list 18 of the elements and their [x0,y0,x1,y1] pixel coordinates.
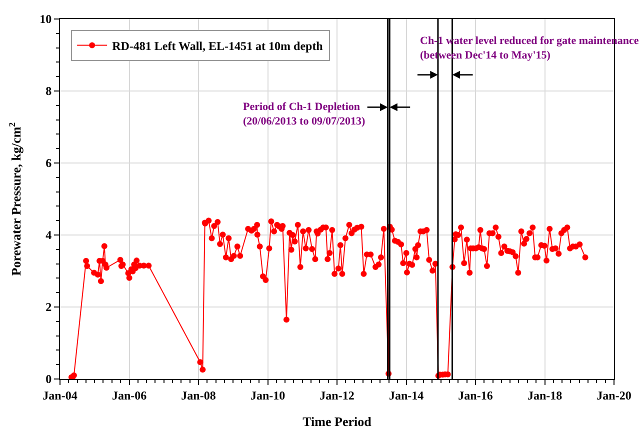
x-tick-label: Jan-16 [458,388,493,402]
x-tick-label: Jan-10 [250,388,286,402]
y-tick-label: 6 [46,156,52,170]
y-tick-label: 8 [46,84,52,98]
x-tick-label: Jan-08 [181,388,216,402]
x-tick-label: Jan-18 [527,388,562,402]
annotation: Period of Ch-1 Depletion (20/06/2013 to 09/07/2013) [243,101,366,128]
x-tick-label: Jan-14 [388,388,424,402]
x-axis-title: Time Period [302,414,372,429]
x-tick-label: Jan-20 [596,388,632,402]
x-tick-label: Jan-12 [320,388,354,402]
y-tick-label: 0 [46,372,52,386]
y-tick-label: 2 [46,300,52,314]
x-tick-label: Jan-06 [112,388,147,402]
legend-label: RD-481 Left Wall, EL-1451 at 10m depth [112,38,324,53]
y-tick-label: 4 [46,228,52,242]
x-tick-label: Jan-04 [42,388,78,402]
y-tick-label: 10 [40,12,52,26]
